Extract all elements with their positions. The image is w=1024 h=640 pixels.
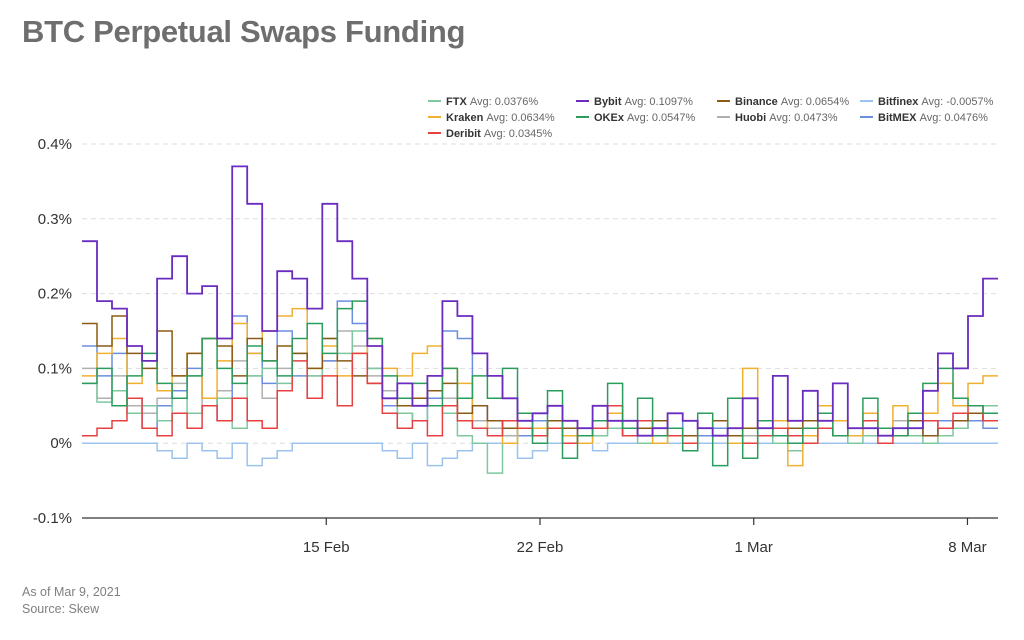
series-line-bitfinex (82, 442, 998, 467)
legend-item-huobi[interactable]: Huobi Avg: 0.0473% (717, 112, 838, 124)
y-axis-ticks: -0.1% 0% 0.1% 0.2% 0.3% 0.4% (33, 136, 72, 527)
chart-grid (82, 143, 998, 519)
y-tick-label: 0.2% (38, 286, 72, 303)
y-tick-label: 0% (50, 435, 72, 452)
legend-label: BitMEX Avg: 0.0476% (878, 112, 988, 124)
legend-label: Kraken Avg: 0.0634% (446, 112, 555, 124)
legend-item-kraken[interactable]: Kraken Avg: 0.0634% (428, 112, 555, 124)
legend-label: Deribit Avg: 0.0345% (446, 128, 552, 140)
legend-item-okex[interactable]: OKEx Avg: 0.0547% (576, 112, 696, 124)
x-tick-label: 15 Feb (303, 539, 350, 556)
x-axis-ticks: 15 Feb 22 Feb 1 Mar 8 Mar (303, 518, 987, 556)
legend-label: FTX Avg: 0.0376% (446, 96, 538, 108)
legend-label: Bybit Avg: 0.1097% (594, 96, 693, 108)
legend-label: OKEx Avg: 0.0547% (594, 112, 696, 124)
y-tick-label: -0.1% (33, 510, 72, 527)
legend-item-deribit[interactable]: Deribit Avg: 0.0345% (428, 128, 552, 140)
footer: As of Mar 9, 2021 Source: Skew (22, 584, 121, 618)
legend-label: Binance Avg: 0.0654% (735, 96, 849, 108)
series-line-okex (82, 300, 998, 467)
legend-label: Huobi Avg: 0.0473% (735, 112, 838, 124)
series-line-bybit (82, 165, 998, 437)
legend-item-bybit[interactable]: Bybit Avg: 0.1097% (576, 96, 693, 108)
legend-item-ftx[interactable]: FTX Avg: 0.0376% (428, 96, 538, 108)
legend-item-binance[interactable]: Binance Avg: 0.0654% (717, 96, 849, 108)
source-note: Source: Skew (22, 602, 100, 616)
as-of-date: As of Mar 9, 2021 (22, 585, 121, 599)
legend-item-bitmex[interactable]: BitMEX Avg: 0.0476% (860, 112, 988, 124)
chart-title: BTC Perpetual Swaps Funding (22, 14, 466, 49)
y-tick-label: 0.4% (38, 136, 72, 153)
x-tick-label: 22 Feb (517, 539, 564, 556)
series-line-binance (82, 315, 998, 437)
series-line-kraken (82, 307, 998, 467)
y-tick-label: 0.3% (38, 211, 72, 228)
x-tick-label: 1 Mar (735, 539, 773, 556)
y-tick-label: 0.1% (38, 360, 72, 377)
series-lines (82, 165, 998, 474)
chart-legend: FTX Avg: 0.0376% Bybit Avg: 0.1097% Binanc… (428, 96, 994, 140)
legend-item-bitfinex[interactable]: Bitfinex Avg: -0.0057% (860, 96, 994, 108)
x-tick-label: 8 Mar (948, 539, 986, 556)
series-line-ftx (82, 330, 998, 474)
legend-label: Bitfinex Avg: -0.0057% (878, 96, 994, 108)
